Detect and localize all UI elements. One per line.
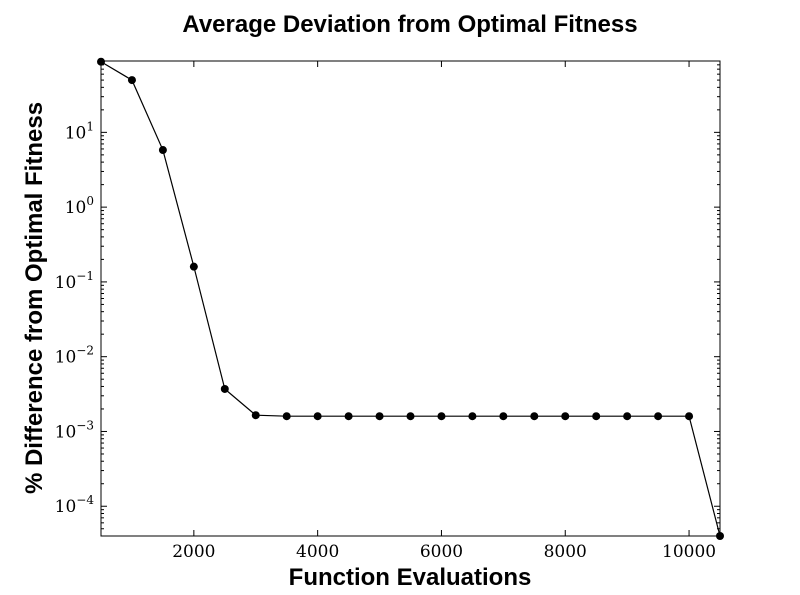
data-point xyxy=(623,412,632,421)
y-tick-label: 10−2 xyxy=(55,344,94,368)
y-tick-label: 101 xyxy=(65,119,94,143)
y-tick-label: 10−3 xyxy=(55,418,94,442)
chart-title: Average Deviation from Optimal Fitness xyxy=(182,11,637,38)
series-line xyxy=(100,61,721,537)
data-series xyxy=(97,57,724,540)
data-point xyxy=(344,412,353,421)
y-tick-label: 10−1 xyxy=(55,269,94,293)
data-point xyxy=(251,411,260,420)
data-point xyxy=(437,412,446,421)
data-point xyxy=(97,57,105,66)
data-point xyxy=(499,412,508,421)
x-axis-label: Function Evaluations xyxy=(289,564,532,591)
data-point xyxy=(375,412,384,421)
data-point xyxy=(468,412,477,421)
data-point xyxy=(654,412,663,421)
y-tick-label: 100 xyxy=(65,194,94,218)
data-point xyxy=(189,262,198,271)
plot-frame xyxy=(100,60,721,537)
data-point xyxy=(716,532,724,540)
data-point xyxy=(158,146,167,155)
x-tick-label: 6000 xyxy=(420,542,463,562)
data-point xyxy=(313,412,322,421)
data-point xyxy=(592,412,601,421)
data-point xyxy=(220,384,229,393)
x-tick-label: 10000 xyxy=(662,542,716,562)
y-axis-label: % Difference from Optimal Fitness xyxy=(21,102,48,494)
data-point xyxy=(561,412,570,421)
data-point xyxy=(685,412,694,421)
x-tick-label: 2000 xyxy=(172,542,215,562)
data-point xyxy=(127,76,136,85)
data-point xyxy=(530,412,539,421)
x-tick-label: 4000 xyxy=(296,542,339,562)
data-point xyxy=(282,412,291,421)
axis-ticks: 2000 4000 6000 8000 10000 101 100 10−1 10−2 10−3 1… xyxy=(55,60,720,562)
x-tick-label: 8000 xyxy=(544,542,587,562)
data-point xyxy=(406,412,415,421)
y-tick-label: 10−4 xyxy=(55,493,95,517)
